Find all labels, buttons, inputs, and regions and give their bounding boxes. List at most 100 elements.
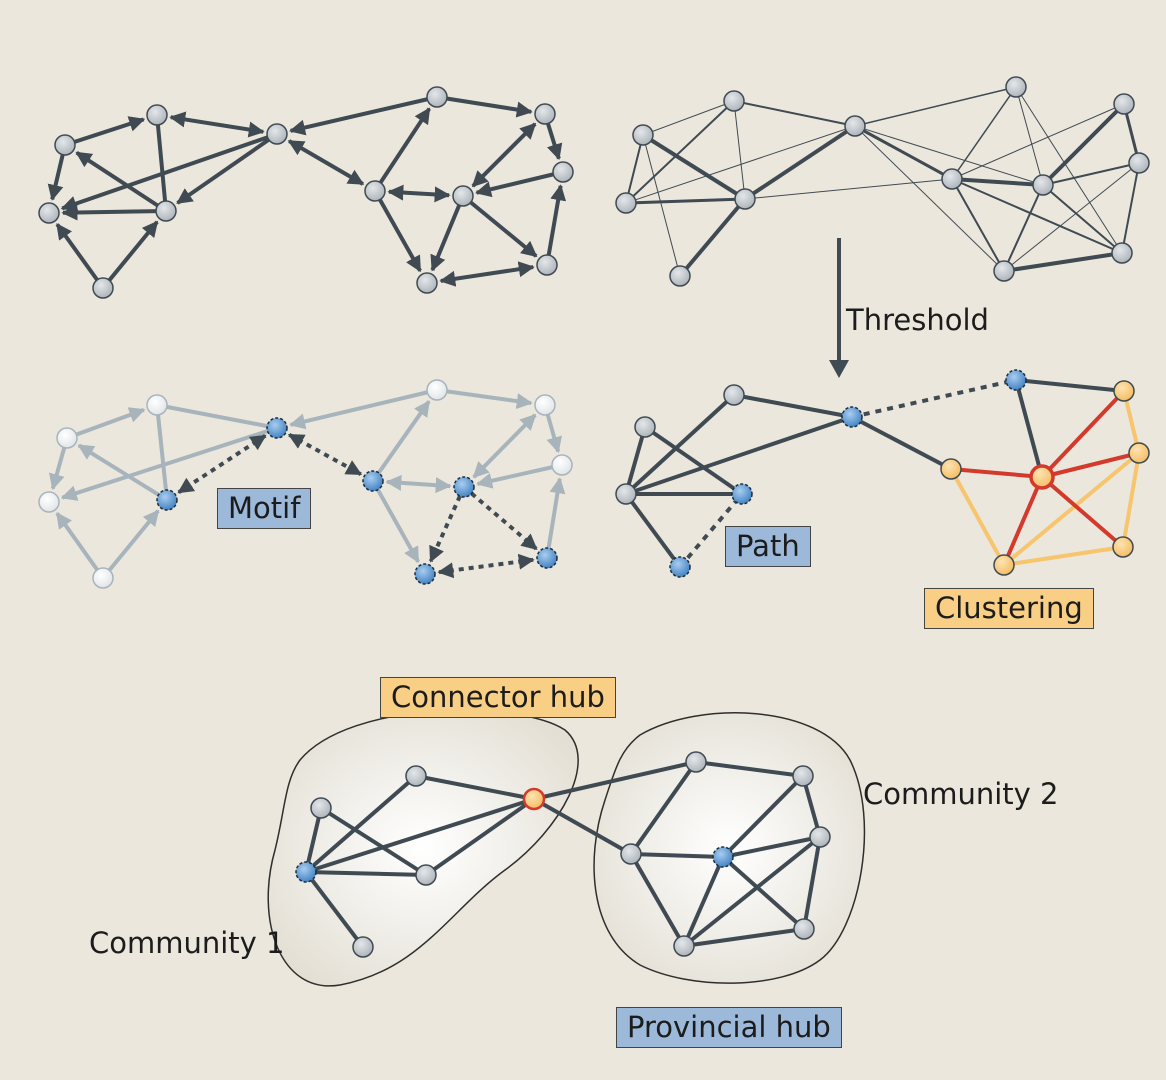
path-clustering-edges	[624, 378, 1141, 569]
edge	[744, 178, 953, 200]
network-node	[405, 765, 427, 787]
edge	[951, 86, 1017, 180]
edge	[373, 107, 431, 193]
edge	[533, 797, 632, 856]
edge	[462, 485, 538, 551]
edge	[436, 388, 533, 410]
edge	[475, 170, 564, 198]
edge	[177, 433, 267, 495]
network-node	[809, 826, 831, 848]
directed-network-nodes	[38, 86, 574, 299]
edge	[630, 852, 724, 859]
network-node	[534, 103, 556, 125]
edge	[155, 404, 169, 501]
network-node	[1111, 242, 1133, 264]
edge	[951, 178, 1123, 254]
path-label: Path	[725, 526, 811, 567]
edge	[77, 443, 169, 502]
edge	[1040, 475, 1125, 549]
network-node	[146, 394, 168, 416]
provincial-hub-label: Provincial hub	[616, 1007, 842, 1048]
network-node	[38, 202, 60, 224]
edge	[545, 477, 566, 559]
network-node	[685, 751, 707, 773]
edge	[1003, 162, 1140, 272]
network-node	[352, 936, 374, 958]
edge	[1003, 184, 1044, 272]
edge	[733, 100, 856, 127]
edge	[1015, 86, 1123, 254]
network-node	[1032, 174, 1054, 196]
network-node	[92, 277, 114, 299]
network-node	[841, 406, 863, 428]
edge	[721, 855, 806, 931]
motif-network-edges	[48, 388, 566, 580]
edge	[851, 415, 952, 471]
edge	[854, 125, 1044, 186]
network-node	[940, 458, 962, 480]
edge	[55, 512, 105, 580]
edge	[951, 177, 1044, 187]
edge	[60, 132, 278, 212]
edge	[851, 378, 1017, 419]
network-node	[712, 846, 734, 868]
network-node	[414, 563, 436, 585]
edge	[743, 124, 857, 201]
edge	[428, 486, 466, 563]
edge	[949, 468, 1006, 566]
directed-network-edges	[47, 95, 567, 290]
network-node	[1112, 536, 1134, 558]
threshold-arrow	[829, 238, 849, 378]
network-node	[1005, 369, 1027, 391]
edge	[951, 103, 1125, 180]
edge	[304, 774, 418, 874]
network-node	[1029, 464, 1055, 490]
network-node	[452, 185, 474, 207]
edge	[319, 806, 428, 877]
edge	[287, 433, 363, 476]
network-node	[266, 123, 288, 145]
edge	[854, 124, 953, 181]
edge	[304, 870, 365, 949]
edge	[625, 100, 735, 204]
edge	[476, 463, 563, 489]
edge	[424, 797, 536, 877]
network-node	[723, 90, 745, 112]
edge	[624, 492, 682, 569]
edge	[1003, 545, 1124, 567]
edge	[305, 870, 427, 877]
edge	[289, 388, 438, 430]
network-node	[155, 200, 177, 222]
edge	[682, 856, 725, 947]
network-node	[534, 394, 556, 416]
network-node	[1005, 76, 1027, 98]
edge	[1002, 476, 1044, 566]
community-2-label: Community 2	[863, 777, 1059, 811]
network-node	[1113, 380, 1135, 402]
network-node	[56, 427, 78, 449]
edge	[472, 413, 537, 479]
weighted-network-nodes	[615, 76, 1150, 287]
edge	[289, 95, 438, 136]
edge	[721, 774, 805, 859]
edge	[1121, 452, 1141, 548]
edge	[695, 760, 804, 778]
edge	[64, 116, 146, 147]
network-node	[536, 547, 558, 569]
edge	[951, 178, 1005, 272]
edge	[373, 190, 422, 273]
motif-label: Motif	[217, 488, 312, 529]
motif-network-nodes	[38, 379, 573, 589]
network-node	[1113, 93, 1135, 115]
edge	[287, 139, 365, 186]
network-node	[92, 567, 114, 589]
edge	[625, 134, 644, 204]
edge	[101, 220, 159, 290]
network-node	[632, 124, 654, 146]
community-1-label: Community 1	[89, 926, 285, 960]
edge	[304, 807, 323, 873]
edge	[169, 111, 265, 138]
edge	[305, 797, 535, 874]
edge	[625, 415, 853, 496]
network-node	[669, 265, 691, 287]
